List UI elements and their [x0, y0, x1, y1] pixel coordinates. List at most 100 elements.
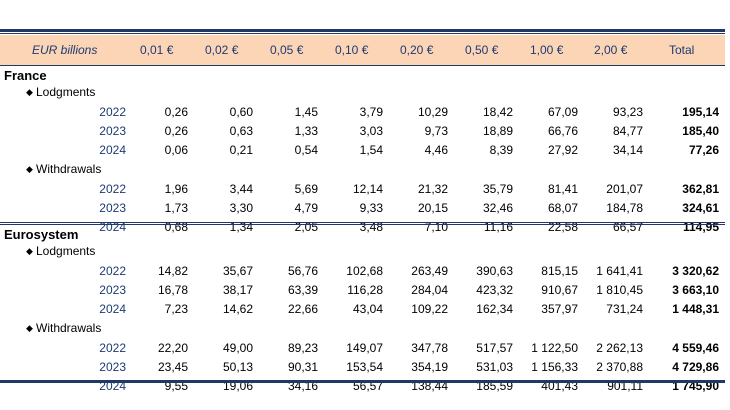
value-cell: 3,44 — [229, 182, 253, 196]
value-cell: 0,26 — [164, 124, 188, 138]
value-cell: 93,23 — [612, 105, 643, 119]
column-header: 0,02 € — [205, 43, 239, 57]
column-header: 0,10 € — [335, 43, 369, 57]
value-cell: 109,22 — [411, 302, 448, 316]
value-cell: 11,16 — [483, 220, 513, 234]
value-cell: 16,78 — [157, 283, 188, 297]
value-cell: 0,63 — [229, 124, 253, 138]
section-row: Eurosystem — [0, 225, 725, 244]
value-cell: 184,78 — [606, 201, 643, 215]
column-header: 0,01 € — [140, 43, 174, 57]
table-row: 2024 0,68 1,34 2,05 3,48 7,10 11,16 22,58 66,57 1… — [0, 218, 725, 237]
column-header: 2,00 € — [594, 43, 628, 57]
table-header: EUR billions 0,01 € 0,02 € 0,05 € 0,10 €… — [0, 35, 725, 65]
table-row: 2023 0,26 0,63 1,33 3,03 9,73 18,89 66,76 84,77 1… — [0, 122, 725, 141]
value-cell: 2,05 — [294, 220, 318, 234]
total-cell: 185,40 — [682, 124, 719, 138]
value-cell: 263,49 — [411, 264, 448, 278]
value-cell: 18,42 — [482, 105, 513, 119]
group-label-wrap: ◆ Lodgments — [26, 83, 95, 102]
value-cell: 1,33 — [294, 124, 318, 138]
value-cell: 284,04 — [411, 283, 448, 297]
value-cell: 38,17 — [222, 283, 253, 297]
group-label: Lodgments — [36, 244, 96, 258]
value-cell: 1,34 — [229, 220, 253, 234]
value-cell: 49,00 — [222, 341, 253, 355]
year-cell: 2022 — [99, 264, 126, 278]
value-cell: 531,03 — [476, 360, 513, 374]
group-row: ◆ Lodgments — [0, 242, 725, 261]
column-header: 0,50 € — [465, 43, 499, 57]
value-cell: 4,46 — [424, 143, 448, 157]
value-cell: 27,92 — [547, 143, 578, 157]
year-cell: 2022 — [99, 105, 126, 119]
total-column-header: Total — [669, 43, 695, 57]
header-border — [0, 65, 725, 66]
value-cell: 8,39 — [489, 143, 513, 157]
year-cell: 2023 — [99, 283, 126, 297]
value-cell: 1 156,33 — [531, 360, 578, 374]
value-cell: 1,54 — [359, 143, 383, 157]
value-cell: 90,31 — [287, 360, 318, 374]
diamond-bullet-icon: ◆ — [26, 87, 33, 97]
value-cell: 14,82 — [157, 264, 188, 278]
top-border-thin — [0, 33, 725, 34]
total-cell: 324,61 — [682, 201, 719, 215]
total-cell: 195,14 — [682, 105, 719, 119]
section-divider-thin — [0, 224, 725, 225]
diamond-bullet-icon: ◆ — [26, 323, 33, 333]
value-cell: 3,30 — [229, 201, 253, 215]
top-border — [0, 29, 725, 32]
value-cell: 2 370,88 — [596, 360, 643, 374]
value-cell: 0,54 — [294, 143, 318, 157]
value-cell: 22,66 — [287, 302, 318, 316]
value-cell: 35,79 — [482, 182, 513, 196]
table-row: 2023 16,78 38,17 63,39 116,28 284,04 423,32 910… — [0, 281, 725, 300]
value-cell: 56,76 — [287, 264, 318, 278]
value-cell: 18,89 — [482, 124, 513, 138]
value-cell: 0,06 — [164, 143, 188, 157]
group-label: Lodgments — [36, 85, 96, 99]
value-cell: 4,79 — [294, 201, 318, 215]
total-cell: 114,95 — [682, 220, 719, 234]
column-header: 0,05 € — [270, 43, 304, 57]
value-cell: 910,67 — [541, 283, 578, 297]
value-cell: 23,45 — [157, 360, 188, 374]
value-cell: 21,32 — [417, 182, 448, 196]
total-cell: 4 729,86 — [672, 360, 719, 374]
value-cell: 731,24 — [606, 302, 643, 316]
group-label: Withdrawals — [36, 162, 102, 176]
value-cell: 68,07 — [547, 201, 578, 215]
value-cell: 162,34 — [476, 302, 513, 316]
year-cell: 2023 — [99, 201, 126, 215]
year-cell: 2022 — [99, 182, 126, 196]
value-cell: 354,19 — [411, 360, 448, 374]
group-label-wrap: ◆ Lodgments — [26, 242, 95, 261]
year-cell: 2024 — [99, 220, 126, 234]
total-cell: 3 320,62 — [672, 264, 719, 278]
table-row: 2022 0,26 0,60 1,45 3,79 10,29 18,42 67,09 93,23… — [0, 103, 725, 122]
value-cell: 9,33 — [359, 201, 383, 215]
value-cell: 81,41 — [547, 182, 578, 196]
total-cell: 4 559,46 — [672, 341, 719, 355]
total-cell: 77,26 — [688, 143, 719, 157]
value-cell: 50,13 — [222, 360, 253, 374]
table-row: 2022 1,96 3,44 5,69 12,14 21,32 35,79 81,41 201,… — [0, 180, 725, 199]
value-cell: 35,67 — [222, 264, 253, 278]
value-cell: 1,96 — [164, 182, 188, 196]
group-row: ◆ Withdrawals — [0, 319, 725, 338]
value-cell: 517,57 — [476, 341, 513, 355]
value-cell: 153,54 — [346, 360, 383, 374]
value-cell: 0,60 — [229, 105, 253, 119]
total-cell: 3 663,10 — [672, 283, 719, 297]
section-title: Eurosystem — [4, 227, 79, 242]
table-row: 2024 0,06 0,21 0,54 1,54 4,46 8,39 27,92 34,14 77… — [0, 141, 725, 160]
value-cell: 84,77 — [612, 124, 643, 138]
value-cell: 7,23 — [164, 302, 188, 316]
diamond-bullet-icon: ◆ — [26, 246, 33, 256]
section-row: France — [0, 66, 725, 85]
value-cell: 63,39 — [287, 283, 318, 297]
table-row: 2022 14,82 35,67 56,76 102,68 263,49 390,63 815… — [0, 262, 725, 281]
value-cell: 1 122,50 — [531, 341, 578, 355]
